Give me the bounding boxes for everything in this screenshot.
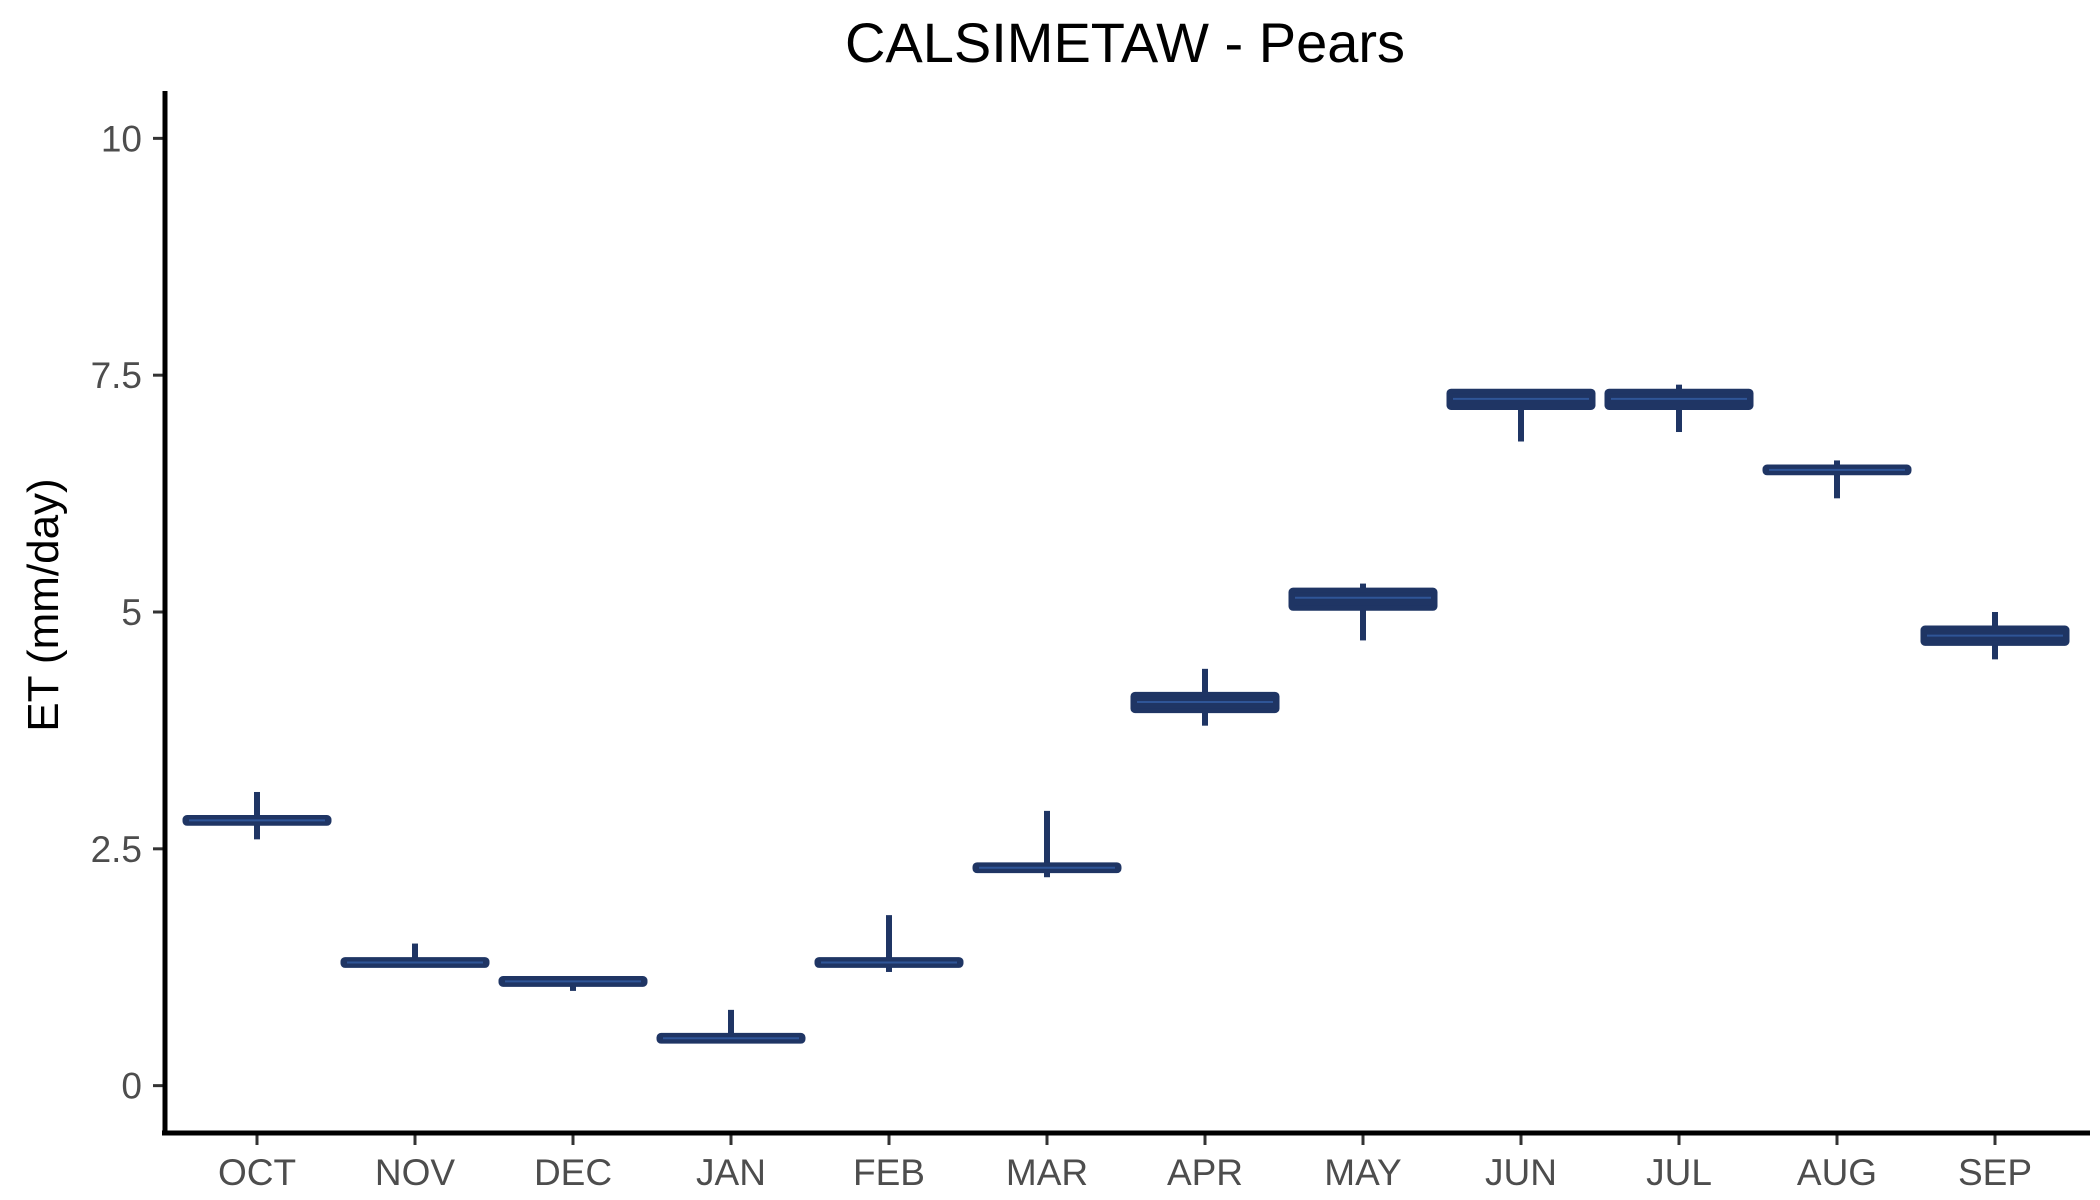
- x-tick-label: DEC: [534, 1152, 612, 1193]
- box-feb: [814, 915, 964, 972]
- y-axis-label: ET (mm/day): [19, 478, 68, 731]
- box-sep: [1920, 612, 2070, 660]
- y-tick-label: 10: [101, 118, 142, 159]
- x-axis: OCT NOV DEC JAN FEB MAR APR MAY JUN JUL AUG SEP: [218, 1133, 2032, 1193]
- box-dec: [498, 976, 648, 991]
- x-tick-label: OCT: [218, 1152, 296, 1193]
- x-tick-label: MAR: [1006, 1152, 1088, 1193]
- x-tick-label: APR: [1167, 1152, 1243, 1193]
- box-mar: [972, 810, 1122, 878]
- box-oct: [182, 791, 332, 840]
- x-tick-label: FEB: [853, 1152, 925, 1193]
- box-may: [1288, 583, 1438, 641]
- x-tick-label: JAN: [696, 1152, 766, 1193]
- plot-area: [182, 384, 2070, 1044]
- y-tick-label: 2.5: [91, 829, 142, 870]
- x-tick-label: SEP: [1958, 1152, 2032, 1193]
- x-tick-label: AUG: [1797, 1152, 1877, 1193]
- box-jul: [1604, 384, 1754, 433]
- x-tick-label: JUN: [1485, 1152, 1557, 1193]
- box-jan: [656, 1009, 806, 1044]
- y-tick-label: 5: [121, 592, 142, 633]
- y-tick-label: 7.5: [91, 355, 142, 396]
- box-aug: [1762, 460, 1912, 499]
- x-tick-label: JUL: [1646, 1152, 1712, 1193]
- x-tick-label: MAY: [1324, 1152, 1401, 1193]
- box-apr: [1130, 668, 1280, 726]
- box-iqr: [1288, 587, 1438, 611]
- chart-title: CALSIMETAW - Pears: [845, 11, 1405, 74]
- x-tick-label: NOV: [375, 1152, 456, 1193]
- y-axis: 0 2.5 5 7.5 10: [91, 118, 165, 1107]
- box-nov: [340, 943, 490, 968]
- y-tick-label: 0: [121, 1066, 142, 1107]
- box-jun: [1446, 388, 1596, 442]
